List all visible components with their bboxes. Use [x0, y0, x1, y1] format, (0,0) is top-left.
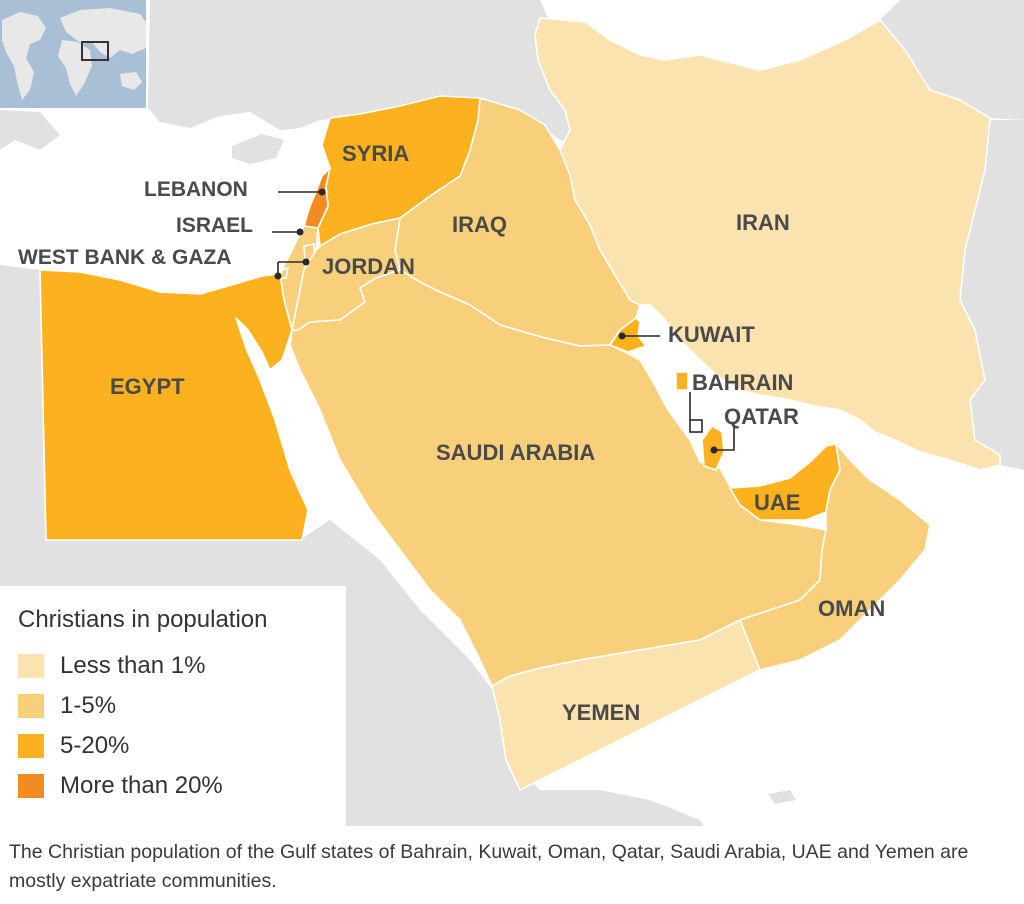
world-locator-inset — [0, 0, 148, 110]
legend-swatch — [18, 734, 44, 758]
legend-swatch — [18, 774, 44, 798]
label-bahrain: BAHRAIN — [692, 370, 793, 395]
label-yemen: YEMEN — [562, 700, 640, 725]
label-west-bank-gaza: WEST BANK & GAZA — [18, 246, 232, 269]
label-oman: OMAN — [818, 596, 885, 621]
leader-lines — [272, 188, 735, 454]
country-oman — [739, 443, 931, 671]
world-map-icon — [0, 0, 146, 108]
legend-title: Christians in population — [18, 606, 268, 633]
label-saudi-arabia: SAUDI ARABIA — [436, 440, 595, 465]
label-egypt: EGYPT — [110, 374, 185, 399]
country-yemen — [491, 619, 761, 791]
legend-swatch — [18, 694, 44, 718]
label-uae: UAE — [754, 490, 800, 515]
footnote: The Christian population of the Gulf sta… — [0, 826, 1024, 904]
legend-label: Less than 1% — [60, 652, 206, 679]
legend-swatch — [18, 654, 44, 678]
legend-label: 5-20% — [60, 732, 130, 759]
label-kuwait: KUWAIT — [668, 322, 755, 347]
label-qatar: QATAR — [724, 404, 799, 429]
label-jordan: JORDAN — [322, 254, 415, 279]
legend-label: More than 20% — [60, 772, 223, 799]
label-iraq: IRAQ — [452, 212, 507, 237]
label-lebanon: LEBANON — [144, 178, 248, 201]
label-israel: ISRAEL — [176, 214, 253, 237]
label-iran: IRAN — [736, 210, 790, 235]
legend-label: 1-5% — [60, 692, 117, 719]
country-bahrain — [675, 371, 689, 391]
legend: Christians in population Less than 1% 1-… — [0, 586, 346, 826]
locator-box — [81, 41, 109, 61]
label-syria: SYRIA — [342, 141, 409, 166]
country-kuwait — [609, 317, 647, 353]
footnote-text: The Christian population of the Gulf sta… — [9, 841, 969, 892]
country-labels: SYRIA LEBANON ISRAEL WEST BANK & GAZA JO… — [18, 141, 885, 725]
country-egypt — [39, 269, 309, 541]
